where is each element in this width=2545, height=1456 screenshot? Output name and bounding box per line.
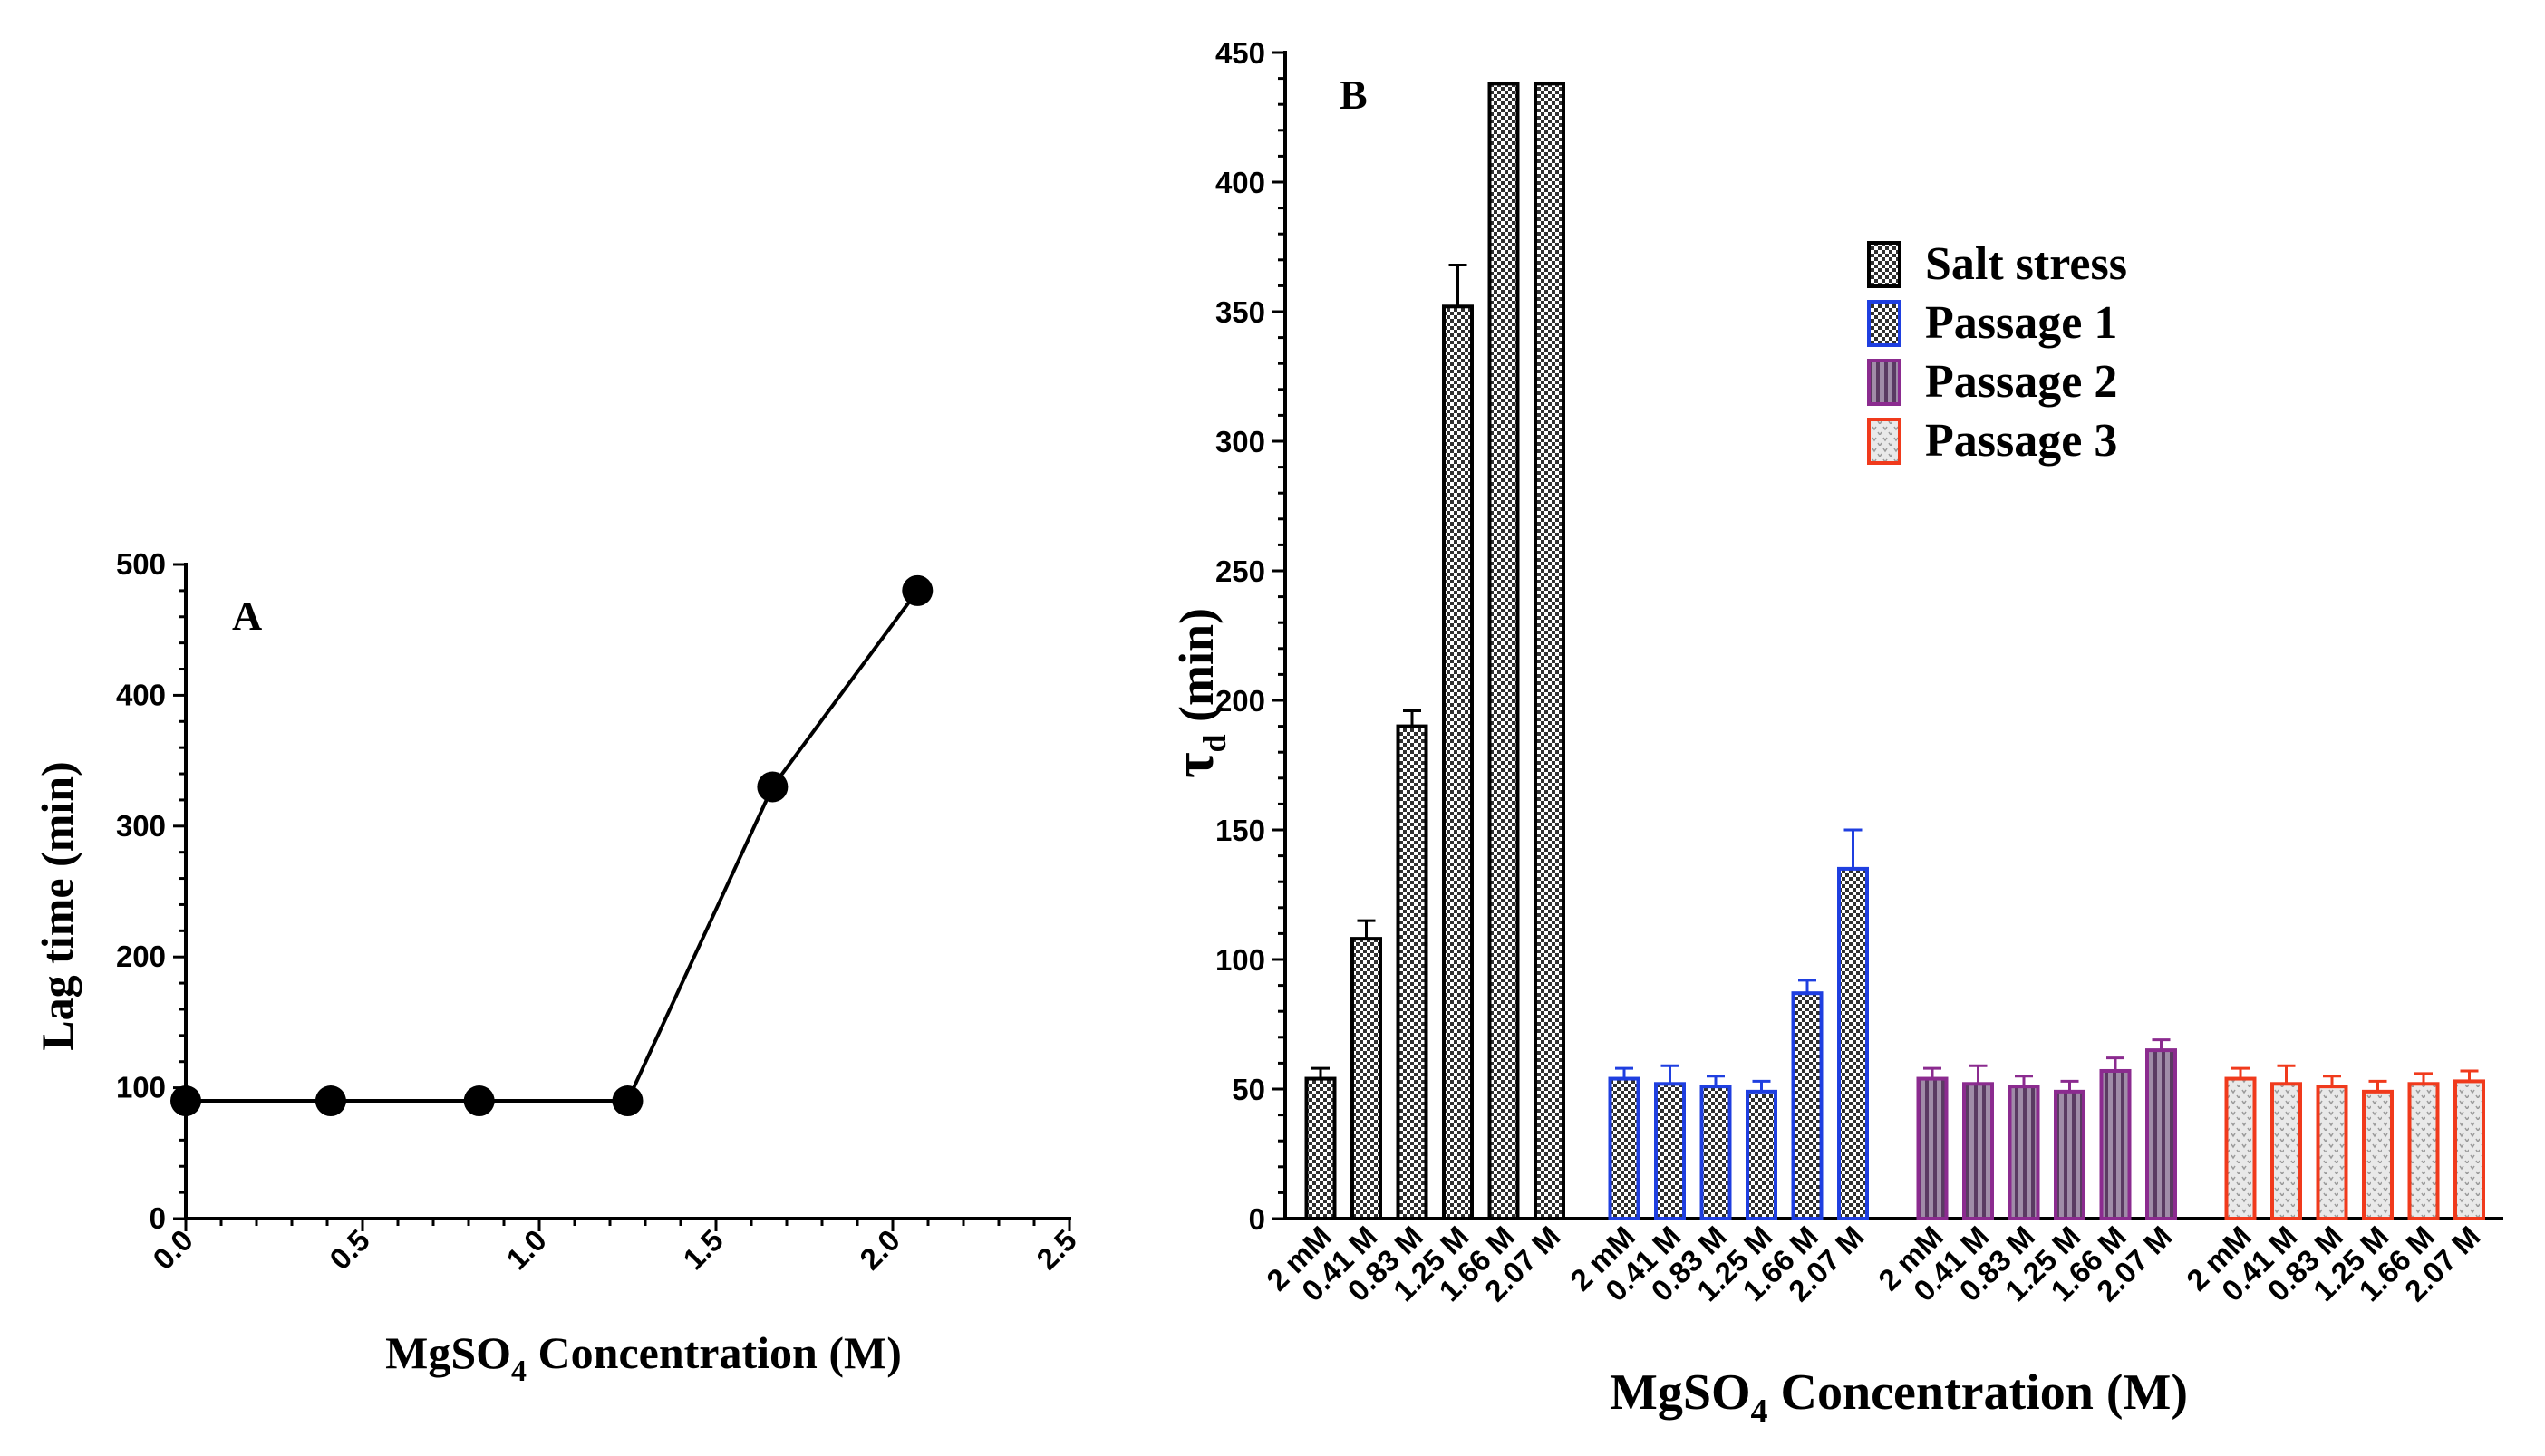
panel-b-y-label-main: τ [1164,752,1225,778]
panel-b-y-label-sub: d [1196,734,1233,752]
panel-b-y-tick-label: 150 [1215,814,1265,847]
panel-a-y-tick-label: 100 [116,1071,166,1104]
panel-a-axes [173,563,1071,1231]
panel-b-bar [1791,991,1824,1221]
panel-b-legend-label: Passage 2 [1925,356,2117,408]
panel-a-y-tick-label: 0 [150,1201,166,1235]
panel-b-bar [2008,1085,2040,1221]
panel-b-bar [1487,82,1520,1221]
panel-b-x-tick-labels: 2 mM0.41 M0.83 M1.25 M1.66 M2.07 M2 mM0.… [1260,1220,2486,1308]
panel-a-x-axis-label: MgSO4 Concentration (M) [385,1327,902,1388]
panel-b-bar [2270,1082,2302,1221]
panel-b-bar [2099,1068,2132,1220]
panel-b-bars [1304,82,2485,1221]
panel-a-data-point [314,1085,346,1117]
panel-a-y-tick-label: 300 [116,809,166,843]
panel-b-y-label-tail: (min) [1169,608,1224,734]
panel-a-data-point [902,574,934,606]
panel-b-bar [1837,866,1869,1221]
panel-b-y-tick-label: 350 [1215,295,1265,329]
panel-b-bar [2316,1085,2348,1221]
panel-a-data-point [612,1085,644,1117]
panel-b-bar [1962,1082,1994,1221]
panel-b-y-tick-label: 100 [1215,943,1265,977]
panel-b-bar [2453,1079,2485,1221]
panel-b-bar [2362,1089,2394,1220]
panel-b-x-axis-label: MgSO4 Concentration (M) [1610,1364,2188,1431]
panel-a-y-tick-label: 400 [116,678,166,711]
panel-b-y-tick-labels: 0 50 100 150 200 250 300 350 400 450 [1215,36,1265,1236]
panel-b-y-tick-label: 50 [1232,1073,1265,1106]
panel-a-y-tick-label: 500 [116,547,166,581]
panel-a-data-point [757,771,789,803]
panel-b-y-tick-label: 450 [1215,36,1265,70]
panel-b-y-tick-label: 300 [1215,425,1265,458]
panel-b-legend-swatch [1867,300,1901,347]
panel-a-data-point [170,1085,201,1117]
panel-b-y-tick-label: 0 [1249,1202,1265,1236]
panel-a-x-tick-label: 1.0 [499,1223,553,1277]
panel-b-legend-label: Passage 3 [1925,415,2117,467]
panel-a-series-line [186,589,919,1104]
panel-b-bar [1396,724,1428,1220]
panel-a-y-tick-label: 200 [116,940,166,973]
panel-b-bar [1350,937,1382,1220]
panel-a-x-tick-label: 1.5 [676,1223,730,1277]
panel-a-x-tick-labels: 0.0 0.5 1.0 1.5 2.0 2.5 [146,1223,1083,1277]
panel-b-bar-chart: 0 50 100 150 200 250 300 350 400 450 2 mM0.41 M0.… [1164,36,2503,1431]
panel-b-legend-swatch [1867,241,1901,288]
panel-b-bar [2224,1076,2257,1221]
panel-b-bar [2407,1082,2440,1221]
panel-b-legend-swatch [1867,359,1901,406]
panel-a-y-axis-label: Lag time (min) [32,761,82,1050]
panel-a-x-tick-label: 2.5 [1030,1223,1083,1277]
panel-b-bar [2145,1048,2177,1220]
panel-b-bar [1654,1082,1686,1221]
panel-b-legend: Salt stress Passage 1 Passage 2 Passage 3 [1867,238,2127,467]
panel-b-letter: B [1340,72,1368,118]
panel-a-x-tick-label: 2.0 [853,1223,906,1277]
panel-b-y-axis-label: τd (min) [1164,608,1233,778]
panel-b-x-label-tail: Concentration (M) [1768,1364,2188,1421]
panel-b-y-tick-label: 200 [1215,684,1265,718]
panel-a-x-label-main: MgSO [385,1327,511,1378]
panel-b-bar [1746,1089,1777,1220]
panel-a-x-label-sub: 4 [511,1355,527,1388]
panel-b-bar [2054,1089,2085,1220]
panel-b-y-tick-label: 250 [1215,554,1265,588]
panel-b-x-label-sub: 4 [1751,1393,1768,1431]
panel-a-data-point [463,1085,495,1117]
panel-b-bar [1608,1076,1640,1221]
panel-b-bar [1442,304,1474,1220]
panel-a-y-tick-labels: 0 100 200 300 400 500 [116,547,166,1235]
panel-b-bar [1916,1076,1949,1221]
panel-b-x-label-main: MgSO [1610,1364,1751,1421]
panel-a-x-label-tail: Concentration (M) [527,1327,902,1378]
panel-b-bar [1304,1076,1337,1221]
panel-a-series [170,574,934,1117]
panel-b-legend-label: Salt stress [1925,238,2127,290]
panel-b-legend-label: Passage 1 [1925,297,2117,349]
panel-b-legend-swatch [1867,418,1901,465]
panel-a-letter: A [232,593,262,639]
panel-b-y-tick-label: 400 [1215,166,1265,199]
panel-a-x-tick-label: 0.5 [323,1223,376,1277]
panel-b-bar [1699,1085,1732,1221]
panel-b-bar [1534,82,1565,1221]
